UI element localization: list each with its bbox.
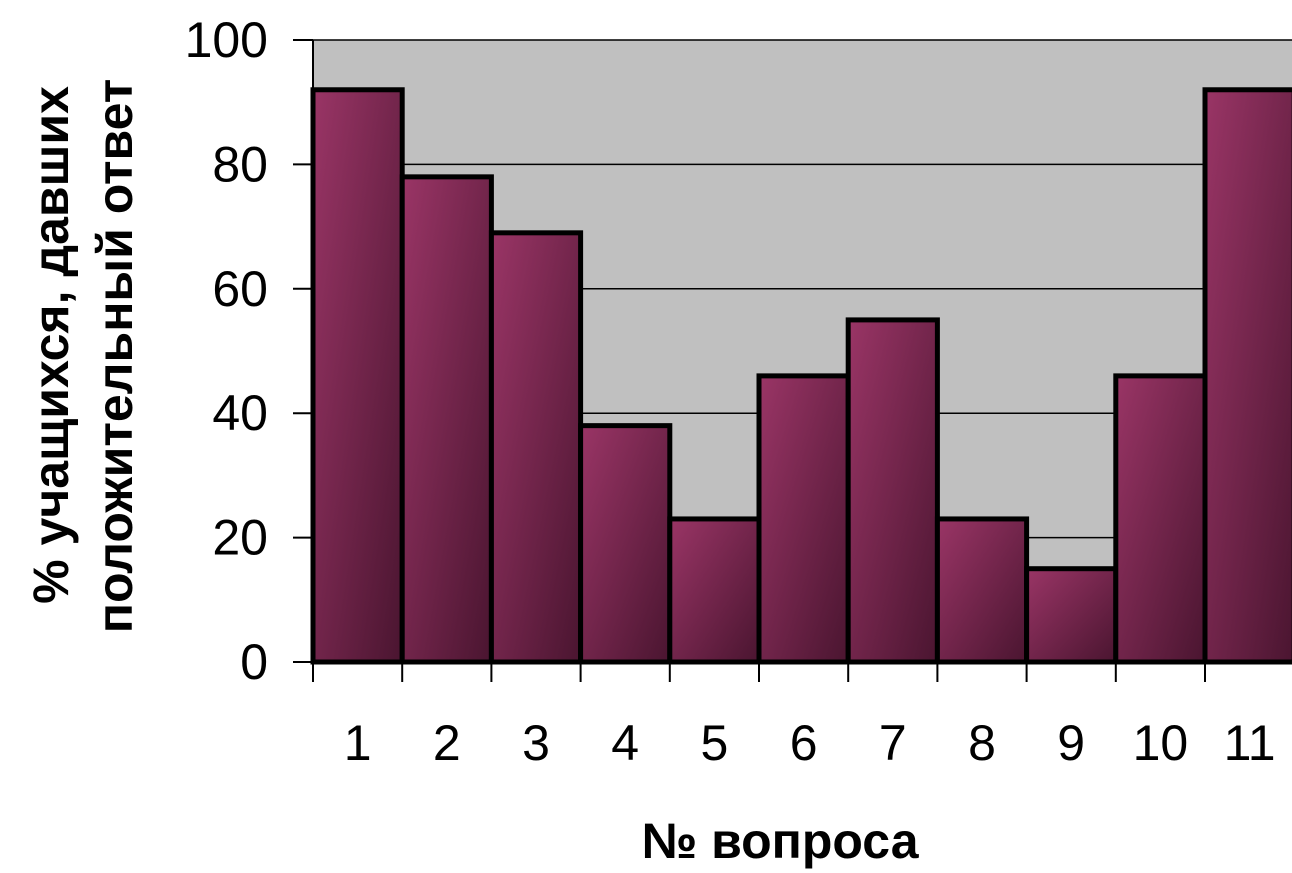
bar-7 <box>845 317 940 665</box>
bar-6 <box>756 373 851 665</box>
y-axis-title-line-2: положительный ответ <box>87 79 143 634</box>
y-axis-title-line-1: % учащихся, давших <box>23 86 79 604</box>
x-tick-label: 10 <box>1133 715 1189 771</box>
x-tick-label: 9 <box>1057 715 1085 771</box>
y-tick-label: 20 <box>212 510 268 566</box>
y-tick-labels: 0 20 40 60 80 100 <box>185 12 268 690</box>
bar-4 <box>578 423 673 665</box>
x-tick-label: 6 <box>790 715 818 771</box>
bar-1 <box>310 87 405 665</box>
x-tick-label: 7 <box>879 715 907 771</box>
x-tick-label: 5 <box>700 715 728 771</box>
bar-8 <box>934 516 1030 665</box>
bar-5 <box>667 516 762 665</box>
y-tick-label: 40 <box>212 385 268 441</box>
x-axis-title: № вопроса <box>641 813 919 869</box>
y-tick-label: 100 <box>185 12 268 68</box>
y-tick-label: 60 <box>212 261 268 317</box>
bar-11 <box>1202 87 1292 665</box>
y-tick-label: 80 <box>212 136 268 192</box>
x-tick-label: 8 <box>968 715 996 771</box>
axes <box>293 39 1292 682</box>
y-tick-label: 0 <box>240 634 268 690</box>
x-tick-label: 2 <box>433 715 461 771</box>
x-tick-label: 11 <box>1224 715 1276 771</box>
x-tick-label: 3 <box>522 715 550 771</box>
x-tick-labels: 1 2 3 4 5 6 7 8 9 10 11 <box>344 715 1276 771</box>
bar-10 <box>1113 373 1208 665</box>
x-tick-label: 1 <box>344 715 372 771</box>
bar-3 <box>488 230 584 665</box>
bar-9 <box>1024 566 1119 665</box>
x-tick-label: 4 <box>611 715 639 771</box>
bar-2 <box>399 174 494 665</box>
